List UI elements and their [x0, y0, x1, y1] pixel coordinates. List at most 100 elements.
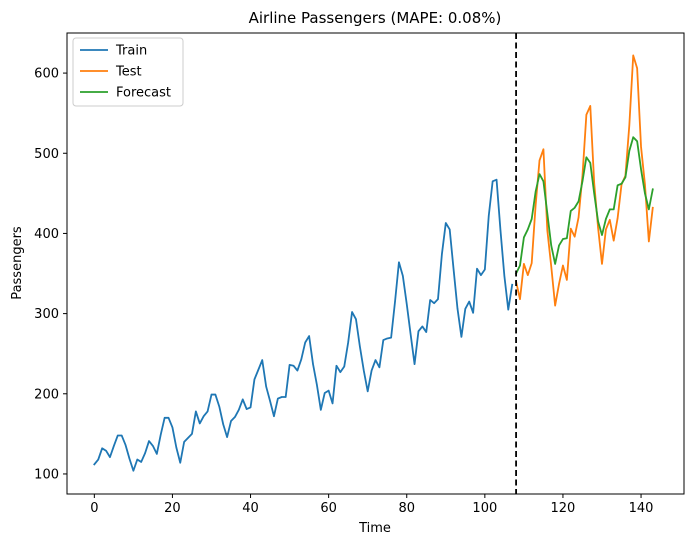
data-point-forecast [562, 238, 564, 240]
y-tick-label: 600 [34, 67, 59, 82]
data-point-train [97, 458, 99, 461]
data-point-train [199, 422, 201, 425]
data-point-test [550, 265, 552, 267]
data-point-train [347, 341, 349, 344]
data-point-train [257, 369, 259, 371]
data-point-train [234, 416, 236, 418]
data-point-train [164, 417, 166, 419]
data-point-train [378, 366, 381, 368]
data-point-train [195, 410, 197, 413]
data-point-train [265, 385, 267, 388]
data-point-forecast [632, 136, 634, 138]
data-point-train [269, 400, 271, 402]
x-tick-label: 60 [320, 501, 337, 516]
data-point-train [132, 470, 134, 472]
data-point-test [535, 204, 537, 206]
data-point-train [421, 325, 423, 328]
data-point-forecast [601, 234, 603, 236]
data-point-forecast [574, 207, 576, 209]
data-point-train [281, 396, 283, 398]
data-point-test [566, 279, 568, 281]
data-point-train [187, 437, 189, 439]
data-point-train [406, 303, 408, 305]
data-point-train [390, 337, 392, 339]
data-point-train [136, 458, 138, 461]
data-point-test [640, 146, 642, 148]
data-point-train [304, 341, 306, 344]
x-axis-label: Time [358, 521, 391, 536]
data-point-train [503, 275, 505, 277]
data-point-test [554, 304, 556, 307]
data-point-train [203, 415, 205, 417]
data-point-train [335, 365, 338, 367]
data-point-forecast [566, 237, 568, 239]
data-point-train [124, 444, 127, 446]
data-point-train [292, 365, 295, 367]
x-tick-label: 0 [90, 501, 98, 516]
data-point-train [148, 440, 150, 442]
data-point-train [308, 335, 310, 337]
data-point-train [249, 406, 252, 409]
data-point-train [511, 284, 513, 286]
data-point-test [558, 283, 560, 285]
data-point-train [156, 453, 158, 455]
y-tick-label: 200 [34, 387, 59, 402]
series-line-train [93, 178, 514, 472]
data-point-forecast [570, 210, 572, 212]
data-point-test [527, 274, 529, 276]
data-point-test [546, 229, 548, 231]
x-tick-label: 100 [472, 501, 497, 516]
data-point-train [167, 417, 170, 419]
data-point-train [398, 261, 400, 263]
data-point-train [242, 398, 244, 400]
data-point-forecast [550, 244, 552, 247]
data-point-train [476, 268, 478, 270]
data-point-forecast [538, 173, 541, 175]
data-point-forecast [640, 168, 642, 170]
data-point-train [402, 275, 404, 277]
x-tick-label: 20 [164, 501, 181, 516]
data-point-train [464, 308, 466, 310]
data-point-train [191, 433, 193, 435]
data-point-train [425, 331, 427, 333]
data-point-test [644, 183, 646, 186]
data-point-train [273, 415, 275, 417]
data-point-train [300, 358, 302, 360]
data-point-test [617, 217, 619, 219]
data-point-train [437, 298, 439, 300]
data-point-test [609, 219, 611, 221]
series-line-forecast [514, 136, 654, 275]
data-point-forecast [609, 208, 611, 210]
data-point-train [324, 392, 326, 394]
data-point-forecast [527, 228, 529, 231]
data-point-train [261, 359, 263, 361]
data-point-train [140, 461, 142, 463]
data-point-test [632, 54, 634, 57]
data-point-forecast [531, 218, 533, 220]
plot-lines [93, 54, 654, 472]
data-point-forecast [577, 200, 580, 202]
data-point-forecast [554, 263, 556, 265]
data-point-train [296, 369, 298, 372]
data-point-forecast [542, 180, 545, 182]
data-point-forecast [581, 180, 584, 182]
data-point-test [542, 148, 545, 150]
data-point-test [538, 159, 541, 162]
data-point-train [484, 268, 486, 271]
data-point-train [507, 309, 509, 311]
data-point-train [171, 426, 174, 429]
data-point-train [488, 215, 490, 217]
data-point-train [367, 390, 369, 392]
data-point-forecast [617, 184, 619, 186]
data-point-train [160, 434, 162, 436]
data-point-train [472, 312, 474, 314]
data-point-train [382, 339, 384, 341]
legend: Train Test Forecast [72, 37, 184, 107]
data-point-train [109, 456, 111, 458]
data-point-test [585, 114, 587, 116]
data-point-train [285, 396, 287, 398]
data-point-train [210, 393, 213, 396]
y-tick-label: 400 [34, 227, 59, 242]
data-point-train [121, 434, 123, 437]
data-point-train [449, 228, 451, 231]
